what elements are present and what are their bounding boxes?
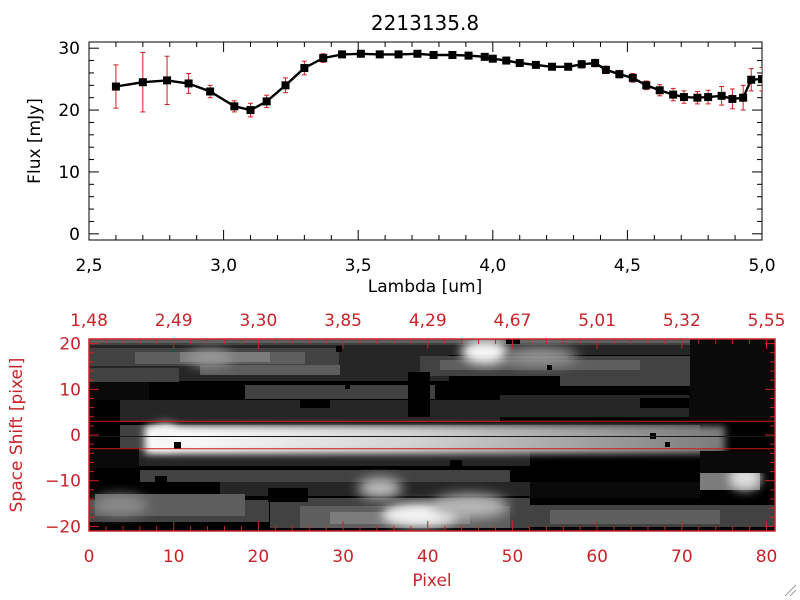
- wavelength-tick-label: 5,32: [663, 311, 701, 331]
- x-axis-label: Lambda [um]: [368, 277, 482, 297]
- flux-markers: [111, 49, 762, 115]
- x-tick-label: 2,5: [75, 256, 102, 276]
- data-point: [338, 50, 347, 59]
- image-axis-ticks: [88, 339, 775, 531]
- data-point: [739, 93, 748, 102]
- wavelength-tick-label: 3,85: [324, 311, 362, 331]
- wavelength-tick-label: 2,49: [155, 311, 193, 331]
- space-shift-tick-label: 20: [59, 335, 81, 355]
- pixel-tick-label: 0: [84, 547, 95, 567]
- data-point: [413, 49, 422, 58]
- chart-title: 2213135.8: [371, 11, 479, 35]
- data-point: [655, 86, 664, 95]
- flux-spectrum-chart: 2213135.8 2,5 3,0 3,5 4,0 4,5 5,0 0 10 20 30 Lam…: [25, 11, 776, 297]
- pixel-tick-labels: 0 10 20 30 40 50 60 70 80: [84, 547, 778, 567]
- y-tick-labels: 0 10 20 30: [58, 39, 80, 245]
- space-shift-tick-labels: −20 −10 0 10 20: [45, 335, 81, 538]
- data-point: [262, 97, 271, 106]
- data-point: [319, 54, 328, 63]
- data-point: [163, 76, 172, 85]
- y-tick-label: 0: [69, 225, 80, 245]
- data-point: [394, 50, 403, 59]
- data-point: [747, 75, 756, 84]
- data-point: [480, 52, 489, 61]
- plot-area: [111, 49, 762, 118]
- data-point: [184, 79, 193, 88]
- top-wavelength-tick-labels: 1,48 2,49 3,30 3,85 4,29 4,67 5,01 5,32 5,55: [70, 311, 785, 331]
- y-axis-ticks: [89, 47, 762, 235]
- x-tick-label: 4,0: [479, 256, 506, 276]
- data-point: [429, 50, 438, 59]
- plot-frame: [88, 41, 763, 241]
- data-point: [548, 62, 557, 71]
- flux-series-line: [115, 52, 762, 112]
- wavelength-tick-label: 3,30: [239, 311, 277, 331]
- pixel-tick-label: 60: [586, 547, 608, 567]
- pixel-tick-label: 40: [417, 547, 439, 567]
- x-tick-label: 5,0: [748, 256, 775, 276]
- data-point: [300, 63, 309, 72]
- pixel-tick-label: 80: [756, 547, 778, 567]
- pixel-tick-label: 30: [332, 547, 354, 567]
- x-axis-ticks: [88, 42, 763, 240]
- wavelength-tick-label: 5,01: [578, 311, 616, 331]
- x-tick-label: 3,5: [345, 256, 372, 276]
- data-point: [281, 81, 290, 90]
- data-point: [502, 56, 511, 65]
- pixel-tick-label: 20: [248, 547, 270, 567]
- wavelength-tick-label: 4,29: [409, 311, 447, 331]
- data-point: [246, 106, 255, 115]
- y-tick-label: 10: [58, 163, 80, 183]
- pixel-axis-label: Pixel: [412, 571, 451, 591]
- pixel-tick-label: 70: [671, 547, 693, 567]
- data-point: [717, 91, 726, 100]
- space-shift-tick-label: −20: [45, 517, 81, 537]
- data-point: [628, 73, 637, 82]
- data-point: [111, 82, 120, 91]
- wavelength-tick-label: 5,55: [748, 311, 786, 331]
- spectral-image-panel: 1,48 2,49 3,30 3,85 4,29 4,67 5,01 5,32 5,55: [7, 311, 785, 591]
- x-tick-label: 3,0: [210, 256, 237, 276]
- data-point: [448, 50, 457, 59]
- spectral-image: [89, 339, 775, 531]
- x-tick-labels: 2,5 3,0 3,5 4,0 4,5 5,0: [75, 256, 775, 276]
- wavelength-tick-label: 4,67: [494, 311, 532, 331]
- data-point: [375, 50, 384, 59]
- data-point: [138, 78, 147, 87]
- data-point: [642, 81, 651, 90]
- data-point: [679, 93, 688, 102]
- y-tick-label: 20: [58, 101, 80, 121]
- data-point: [615, 70, 624, 79]
- data-point: [515, 59, 524, 68]
- pixel-tick-label: 50: [502, 547, 524, 567]
- data-point: [230, 102, 239, 111]
- data-point: [206, 87, 215, 96]
- y-axis-label: Flux [mJy]: [25, 98, 45, 184]
- data-point: [577, 60, 586, 69]
- data-point: [356, 49, 365, 58]
- data-point: [488, 54, 497, 63]
- data-point: [464, 51, 473, 60]
- space-shift-tick-label: 0: [70, 426, 81, 446]
- error-bars: [113, 50, 762, 118]
- data-point: [591, 59, 600, 68]
- space-shift-tick-label: −10: [45, 472, 81, 492]
- data-point: [693, 93, 702, 102]
- data-point: [564, 62, 573, 71]
- space-shift-tick-label: 10: [59, 380, 81, 400]
- data-point: [704, 93, 713, 102]
- space-shift-axis-label: Space Shift [pixel]: [7, 358, 27, 513]
- data-point: [531, 60, 540, 69]
- data-point: [728, 94, 737, 103]
- data-point: [601, 65, 610, 74]
- y-tick-label: 30: [58, 39, 80, 59]
- data-point: [758, 75, 762, 84]
- wavelength-tick-label: 1,48: [70, 311, 108, 331]
- pixel-tick-label: 10: [163, 547, 185, 567]
- resize-grip-icon[interactable]: [784, 584, 797, 597]
- data-point: [669, 90, 678, 99]
- x-tick-label: 4,5: [614, 256, 641, 276]
